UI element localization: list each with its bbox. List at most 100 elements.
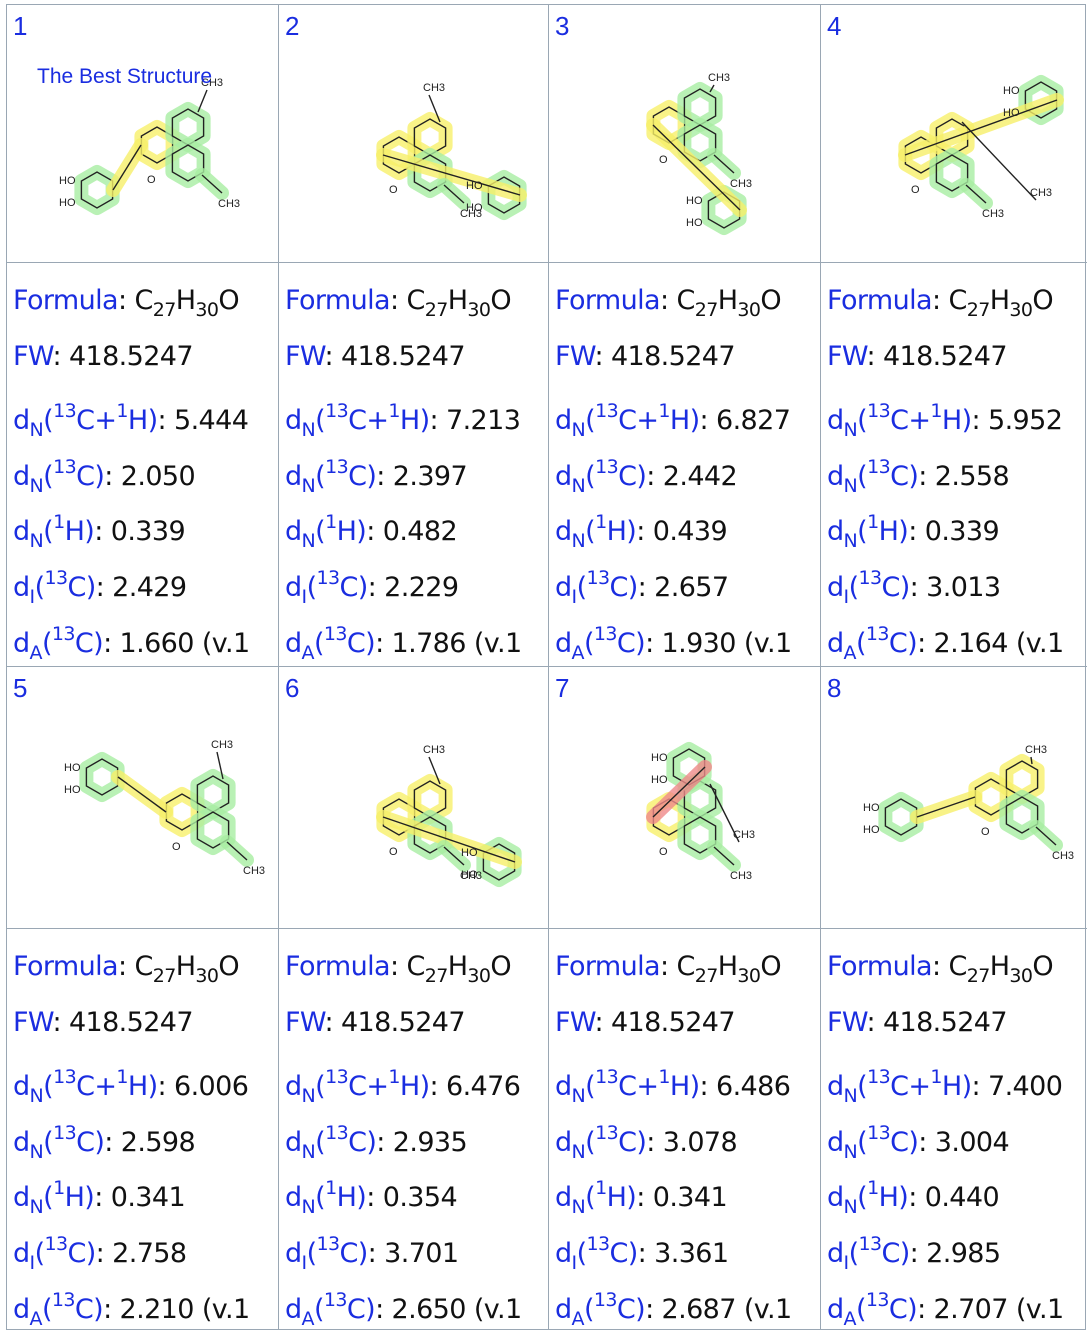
formula-value: C27H30O: [676, 285, 782, 321]
svg-text:HO: HO: [59, 197, 76, 209]
property-dn_ch: dN(13C+1H): 6.006: [13, 1066, 249, 1108]
di_c-value: 2.985: [926, 1237, 1001, 1269]
property-formula: Formula: C27H30O: [555, 951, 782, 987]
dn_c-value: 2.050: [120, 460, 196, 492]
structure-cell-8: HO HO CH3 CH3 O 8: [821, 667, 1087, 929]
svg-text:O: O: [911, 184, 920, 196]
property-da_c: dA(13C): 2.687 (v.1: [555, 1288, 793, 1329]
da_c-value: 1.930 (v.1: [661, 627, 793, 659]
svg-text:CH3: CH3: [211, 739, 233, 751]
structure-cell-7: HO HO CH3 CH3 O 7: [549, 667, 821, 929]
molecule-structure-3: HO HO CH3 CH3 O: [646, 72, 752, 235]
property-dn_h: dN(1H): 0.482: [285, 511, 458, 553]
dn_h-value: 0.341: [110, 1182, 186, 1214]
da_c-value: 2.210 (v.1: [119, 1293, 251, 1325]
property-fw: FW: 418.5247: [285, 1006, 466, 1038]
di_c-value: 3.013: [926, 571, 1001, 603]
property-formula: Formula: C27H30O: [827, 951, 1054, 987]
formula-value: C27H30O: [406, 951, 512, 987]
property-da_c: dA(13C): 1.786 (v.1: [285, 622, 523, 664]
property-dn_ch: dN(13C+1H): 6.486: [555, 1066, 791, 1108]
svg-text:CH3: CH3: [733, 829, 755, 841]
property-fw: FW: 418.5247: [827, 340, 1008, 372]
dn_c-value: 2.442: [662, 460, 738, 492]
svg-text:CH3: CH3: [218, 198, 240, 210]
da_c-value: 1.786 (v.1: [391, 627, 523, 659]
candidate-number: 5: [13, 673, 28, 703]
formula-value: C27H30O: [134, 951, 240, 987]
svg-text:CH3: CH3: [423, 744, 445, 756]
svg-text:HO: HO: [461, 869, 478, 881]
svg-text:CH3: CH3: [1052, 850, 1074, 862]
candidate-number: 4: [827, 11, 842, 41]
svg-text:HO: HO: [59, 175, 76, 187]
candidate-number: 1: [13, 11, 28, 41]
property-formula: Formula: C27H30O: [13, 951, 240, 987]
property-di_c: dI(13C): 2.229: [285, 566, 459, 608]
properties-cell-7: Formula: C27H30O FW: 418.5247 dN(13C+1H): …: [549, 929, 821, 1329]
svg-text:HO: HO: [64, 762, 81, 774]
fw-value: 418.5247: [340, 1006, 466, 1038]
dn_h-value: 0.354: [382, 1182, 458, 1214]
dn_ch-value: 7.213: [446, 405, 521, 437]
svg-text:O: O: [981, 826, 990, 838]
property-dn_ch: dN(13C+1H): 5.444: [13, 400, 249, 442]
molecule-structure-1: HO HO CH3 CH3 O: [59, 77, 240, 215]
svg-text:CH3: CH3: [982, 208, 1004, 220]
svg-text:CH3: CH3: [708, 72, 730, 84]
structure-cell-5: HO HO CH3 CH3 O 5: [7, 667, 279, 929]
properties-cell-5: Formula: C27H30O FW: 418.5247 dN(13C+1H): …: [7, 929, 279, 1329]
property-da_c: dA(13C): 1.930 (v.1: [555, 622, 793, 664]
properties-cell-2: Formula: C27H30O FW: 418.5247 dN(13C+1H): …: [279, 263, 549, 667]
svg-text:HO: HO: [651, 752, 668, 764]
candidate-number: 3: [555, 11, 570, 41]
property-dn_h: dN(1H): 0.354: [285, 1177, 458, 1219]
molecule-structure-5: HO HO CH3 CH3 O: [64, 739, 265, 877]
svg-text:HO: HO: [466, 180, 483, 192]
svg-text:HO: HO: [64, 784, 81, 796]
svg-text:CH3: CH3: [201, 77, 223, 89]
dn_ch-value: 7.400: [988, 1071, 1063, 1103]
dn_h-value: 0.339: [924, 516, 1000, 548]
svg-text:CH3: CH3: [730, 178, 752, 190]
da_c-value: 2.707 (v.1: [933, 1293, 1065, 1325]
molecule-structure-4: HO HO CH3 CH3 O: [898, 75, 1064, 220]
structure-cell-2: HO HO CH3 CH3 O 2: [279, 5, 549, 263]
property-dn_h: dN(1H): 0.341: [13, 1177, 186, 1219]
property-dn_ch: dN(13C+1H): 6.827: [555, 400, 791, 442]
structure-cell-1: HO HO CH3 CH3 O 1 The Best Structure: [7, 5, 279, 263]
da_c-value: 1.660 (v.1: [119, 627, 251, 659]
da_c-value: 2.687 (v.1: [661, 1293, 793, 1325]
property-da_c: dA(13C): 2.707 (v.1: [827, 1288, 1065, 1329]
svg-text:O: O: [659, 846, 668, 858]
property-fw: FW: 418.5247: [285, 340, 466, 372]
fw-value: 418.5247: [610, 1006, 736, 1038]
da_c-value: 2.164 (v.1: [933, 627, 1065, 659]
formula-value: C27H30O: [406, 285, 512, 321]
svg-text:O: O: [659, 154, 668, 166]
candidate-number: 2: [285, 11, 300, 41]
formula-value: C27H30O: [948, 285, 1054, 321]
property-dn_h: dN(1H): 0.439: [555, 511, 728, 553]
property-di_c: dI(13C): 2.429: [13, 566, 187, 608]
dn_c-value: 2.935: [392, 1126, 468, 1158]
svg-text:HO: HO: [461, 847, 478, 859]
property-di_c: dI(13C): 3.013: [827, 566, 1001, 608]
fw-value: 418.5247: [882, 340, 1008, 372]
property-dn_h: dN(1H): 0.440: [827, 1177, 1000, 1219]
svg-text:CH3: CH3: [460, 870, 482, 882]
property-formula: Formula: C27H30O: [285, 285, 512, 321]
property-fw: FW: 418.5247: [13, 340, 194, 372]
property-formula: Formula: C27H30O: [827, 285, 1054, 321]
property-da_c: dA(13C): 2.210 (v.1: [13, 1288, 251, 1329]
svg-text:O: O: [389, 184, 398, 196]
property-dn_ch: dN(13C+1H): 7.213: [285, 400, 521, 442]
fw-value: 418.5247: [68, 340, 194, 372]
dn_ch-value: 6.476: [446, 1071, 521, 1103]
di_c-value: 3.701: [384, 1237, 459, 1269]
property-fw: FW: 418.5247: [827, 1006, 1008, 1038]
property-dn_c: dN(13C): 3.078: [555, 1121, 738, 1163]
dn_ch-value: 6.827: [716, 405, 791, 437]
property-dn_c: dN(13C): 2.442: [555, 455, 738, 497]
